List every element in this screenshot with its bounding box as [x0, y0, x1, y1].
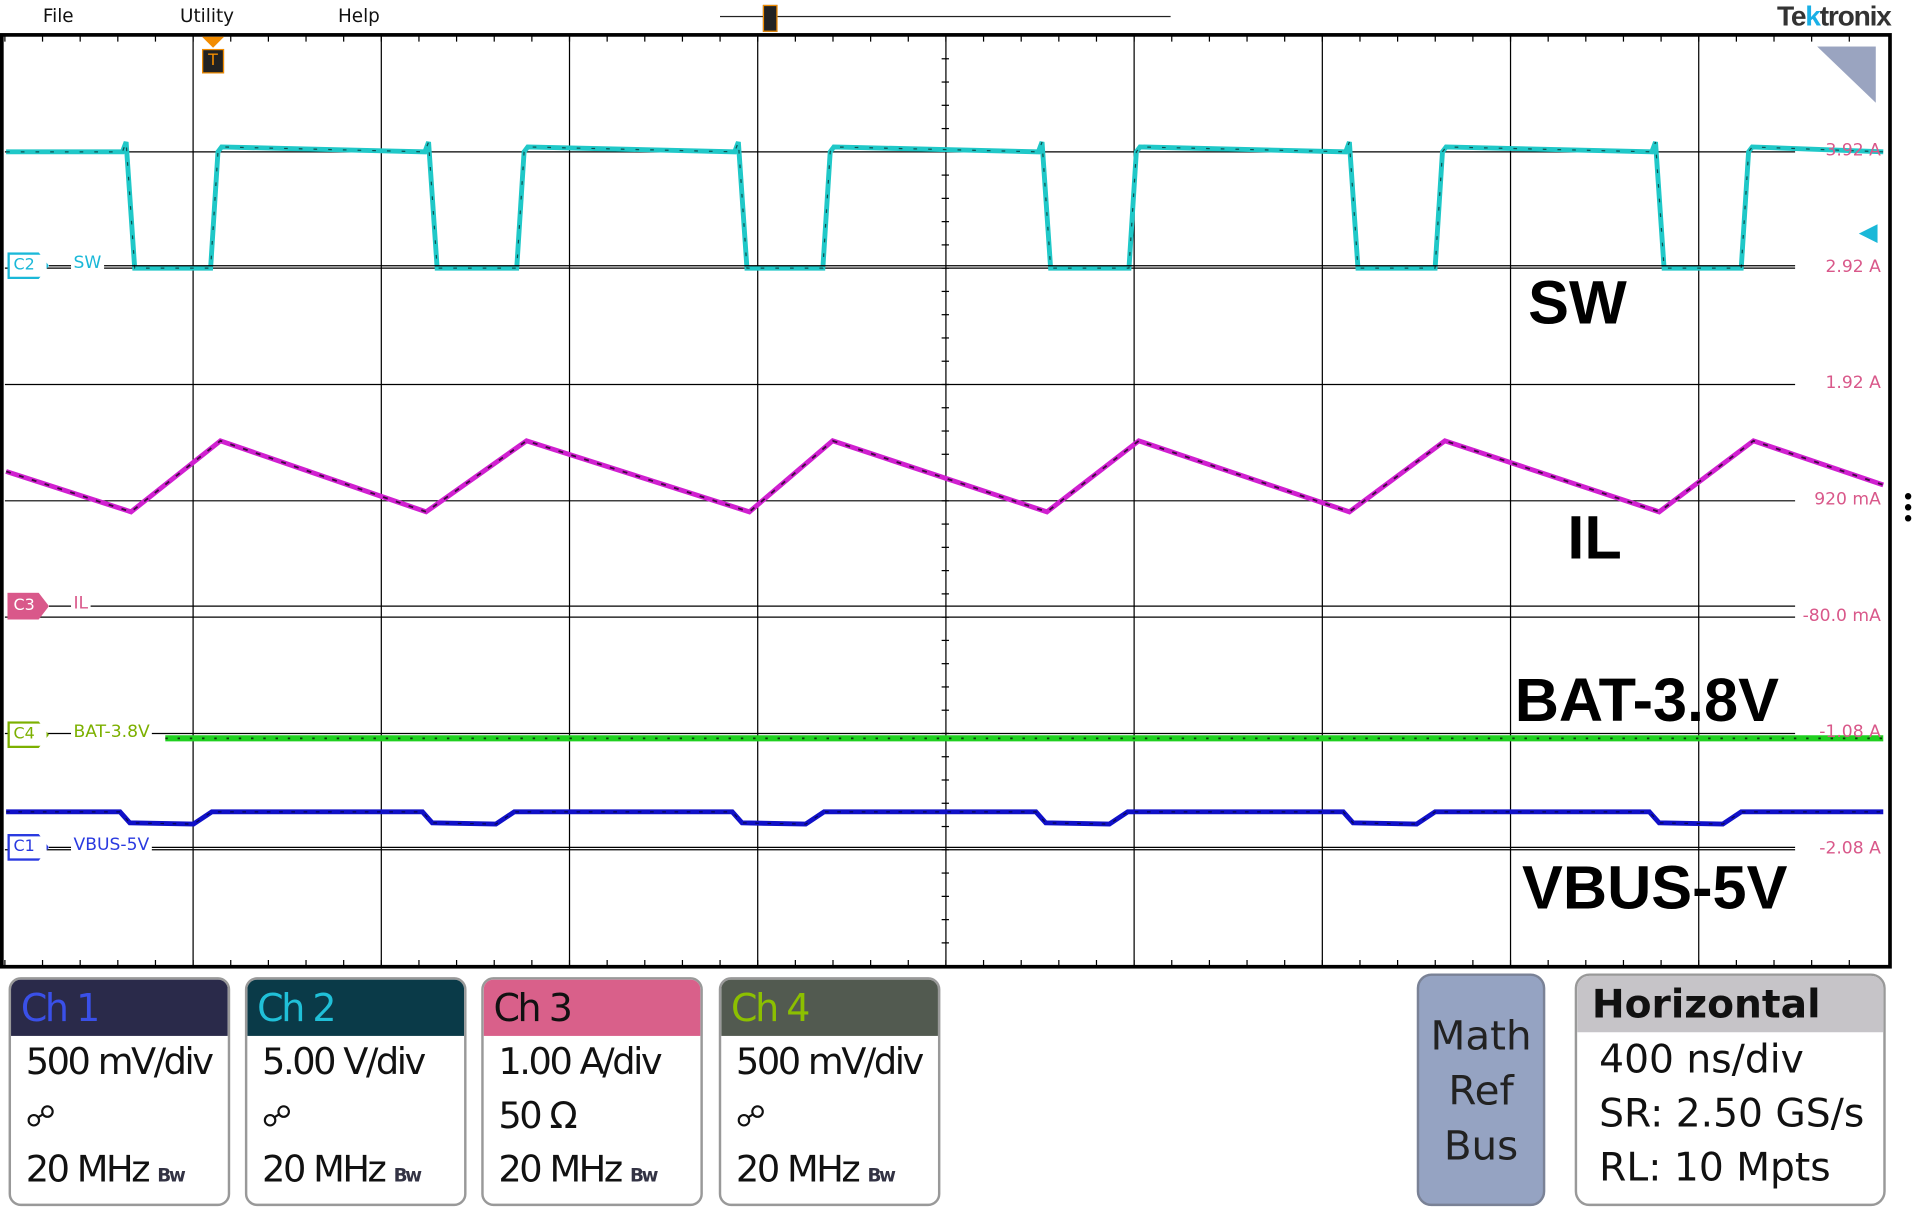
trace-ch2-sw	[6, 141, 1884, 271]
channel-marker-c1[interactable]: C1	[7, 833, 49, 861]
annotation-il: IL	[1567, 503, 1622, 572]
channel-title: Ch 2	[247, 979, 465, 1036]
ref-label: Ref	[1448, 1066, 1514, 1115]
channel-label-c1: VBUS-5V	[71, 835, 152, 855]
channel-title: Ch 4	[721, 979, 938, 1036]
trace-ch1-vbus	[6, 809, 1884, 827]
bandwidth-limit: 20 MHz Bw	[262, 1148, 423, 1192]
vertical-scale-label: -80.0 mA	[1802, 606, 1881, 626]
channel-badge-4[interactable]: Ch 4 500 mV/div ☍ 20 MHz Bw	[718, 977, 941, 1207]
channel-label-c2: SW	[71, 253, 104, 274]
channel-badge-1[interactable]: Ch 1 500 mV/div ☍ 20 MHz Bw	[8, 977, 231, 1207]
bandwidth-limit-icon: Bw	[629, 1164, 659, 1187]
menu-help[interactable]: Help	[337, 4, 380, 27]
vertical-scale: 5.00 V/div	[262, 1040, 426, 1084]
sample-rate: SR: 2.50 GS/s	[1599, 1089, 1865, 1137]
annotation-bat: BAT-3.8V	[1514, 666, 1779, 735]
channel-marker-c4[interactable]: C4	[7, 721, 49, 749]
vertical-scale: 500 mV/div	[25, 1040, 214, 1084]
probe-icon: ☍	[262, 1099, 292, 1134]
menu-utility[interactable]: Utility	[180, 4, 235, 27]
vertical-scale-label: 920 mA	[1814, 489, 1881, 510]
vertical-scale-label: 3.92 A	[1825, 140, 1881, 161]
vertical-scale-label: 1.92 A	[1825, 373, 1881, 394]
bus-label: Bus	[1443, 1121, 1519, 1170]
record-length: RL: 10 Mpts	[1599, 1143, 1831, 1191]
trigger-icon: T	[202, 48, 225, 74]
vertical-scale: 500 mV/div	[735, 1040, 924, 1084]
horizontal-scale: 400 ns/div	[1599, 1035, 1804, 1083]
trace-ch2-noise	[6, 141, 1884, 269]
horizontal-title: Horizontal	[1577, 975, 1884, 1033]
channel-badge-2[interactable]: Ch 2 5.00 V/div ☍ 20 MHz Bw	[244, 977, 467, 1207]
bandwidth-limit: 20 MHz Bw	[735, 1148, 896, 1192]
trigger-position-marker[interactable]: T	[202, 36, 225, 81]
math-label: Math	[1430, 1011, 1532, 1060]
record-timeline[interactable]	[720, 15, 1171, 18]
tektronix-logo: Tektronix	[1776, 0, 1892, 32]
channel-label-c4: BAT-3.8V	[71, 722, 153, 743]
channel-title: Ch 1	[11, 979, 228, 1036]
bandwidth-limit-icon: Bw	[393, 1164, 423, 1187]
channel-badge-3[interactable]: Ch 3 1.00 A/div 50 Ω 20 MHz Bw	[481, 977, 703, 1207]
bandwidth-limit: 20 MHz Bw	[498, 1148, 659, 1192]
annotation-sw: SW	[1528, 268, 1627, 337]
timeline-trigger-marker[interactable]	[762, 4, 778, 32]
trace-ch3-il	[5, 438, 1885, 515]
bandwidth-limit: 20 MHz Bw	[25, 1148, 186, 1192]
offscreen-arrow-icon: ◀	[1858, 216, 1878, 247]
annotation-vbus: VBUS-5V	[1522, 853, 1788, 923]
termination: 50 Ω	[498, 1094, 577, 1138]
vertical-scale-label: -1.08 A	[1819, 722, 1881, 743]
probe-icon: ☍	[735, 1099, 766, 1134]
channel-label-c3: IL	[71, 593, 91, 614]
horizontal-badge[interactable]: Horizontal 400 ns/div SR: 2.50 GS/s RL: …	[1574, 973, 1886, 1207]
channel-title: Ch 3	[483, 979, 701, 1036]
bandwidth-limit-icon: Bw	[867, 1164, 896, 1187]
menu-file[interactable]: File	[42, 4, 74, 27]
waveform-display	[4, 34, 1885, 967]
vertical-scale: 1.00 A/div	[498, 1040, 662, 1084]
vertical-scale-label: -2.08 A	[1819, 838, 1881, 859]
math-ref-bus-button[interactable]: Math Ref Bus	[1416, 973, 1546, 1207]
bandwidth-limit-icon: Bw	[157, 1164, 186, 1187]
vertical-scale-label: 2.92 A	[1825, 257, 1881, 277]
probe-icon: ☍	[25, 1099, 56, 1134]
more-options-icon[interactable]: • • •	[1901, 484, 1915, 533]
